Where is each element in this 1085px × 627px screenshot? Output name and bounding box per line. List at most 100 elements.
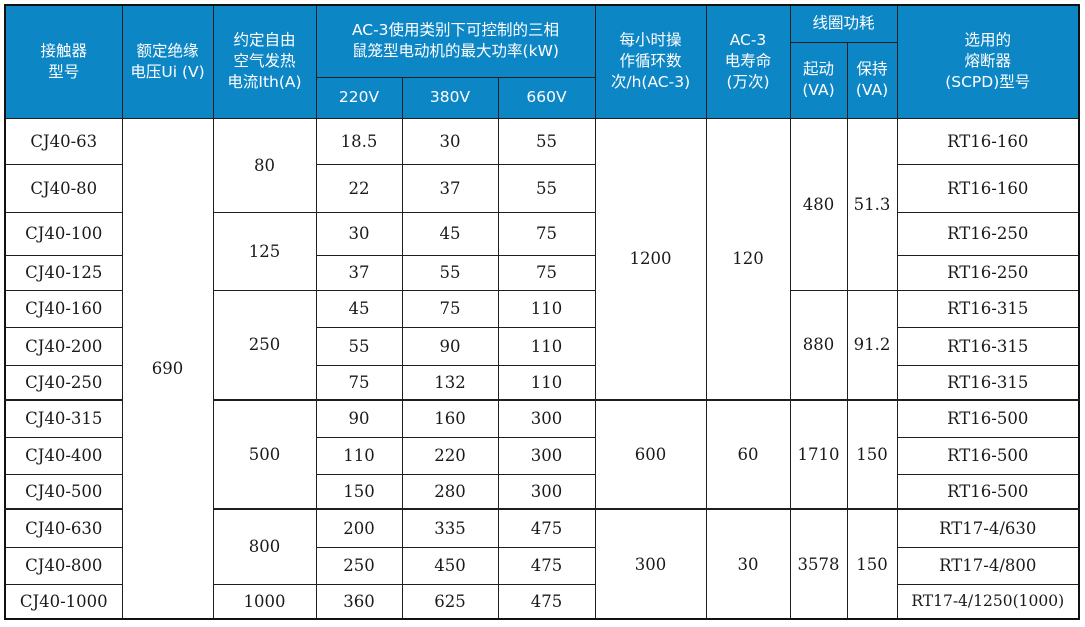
cell-model: CJ40-630 [4, 508, 123, 548]
cell-model: CJ40-500 [4, 473, 123, 510]
cell-power-380: 160 [401, 399, 499, 438]
cell-coil-start: 1710 [789, 399, 848, 510]
cell-coil-start: 3578 [789, 508, 848, 620]
cell-power-380: 220 [401, 436, 499, 475]
cell-power-380: 132 [401, 364, 499, 401]
table-row: CJ40-63 690 80 18.5 30 55 1200 120 480 5… [4, 117, 1080, 620]
cell-fuse: RT16-500 [896, 436, 1080, 475]
cell-fuse: RT16-250 [896, 211, 1080, 256]
cell-power-380: 37 [401, 163, 499, 213]
cell-coil-start: 480 [789, 117, 848, 291]
cell-power-220: 18.5 [315, 117, 403, 165]
header-220v: 220V [315, 76, 403, 119]
cell-power-220: 250 [315, 546, 403, 585]
cell-power-220: 150 [315, 473, 403, 510]
cell-power-220: 22 [315, 163, 403, 213]
cell-model: CJ40-160 [4, 289, 123, 328]
contactor-spec-table: 接触器 型号 额定绝缘 电压Ui (V) 约定自由 空气发热 电流Ith(A) … [4, 4, 1080, 620]
cell-power-380: 625 [401, 583, 499, 620]
cell-power-380: 280 [401, 473, 499, 510]
cell-fuse: RT16-315 [896, 326, 1080, 366]
cell-power-220: 200 [315, 508, 403, 548]
table-row: CJ40-80 22 37 55 RT16-160 [4, 163, 1080, 213]
cell-power-220: 55 [315, 326, 403, 366]
header-operating-cycles: 每小时操 作循环数 次/h(AC-3) [594, 4, 707, 119]
cell-ith: 800 [212, 508, 317, 585]
cell-power-660: 300 [497, 399, 596, 438]
cell-power-660: 110 [497, 364, 596, 401]
cell-power-220: 360 [315, 583, 403, 620]
cell-power-660: 475 [497, 583, 596, 620]
header-contactor-model: 接触器 型号 [4, 4, 123, 119]
cell-model: CJ40-100 [4, 211, 123, 256]
cell-cycles: 300 [594, 508, 707, 620]
cell-model: CJ40-200 [4, 326, 123, 366]
cell-model: CJ40-400 [4, 436, 123, 475]
table-header: 接触器 型号 额定绝缘 电压Ui (V) 约定自由 空气发热 电流Ith(A) … [4, 4, 1080, 119]
cell-ith: 125 [212, 211, 317, 291]
cell-model: CJ40-80 [4, 163, 123, 213]
table-row: CJ40-400 110 220 300 RT16-500 [4, 436, 1080, 475]
table-row: CJ40-160 250 45 75 110 880 91.2 RT16-315 [4, 289, 1080, 401]
header-max-power-group: AC-3使用类别下可控制的三相 鼠笼型电动机的最大功率(kW) [315, 4, 596, 78]
cell-power-660: 110 [497, 326, 596, 366]
cell-coil-hold: 91.2 [846, 289, 898, 401]
cell-power-380: 90 [401, 326, 499, 366]
cell-power-380: 75 [401, 289, 499, 328]
cell-fuse: RT16-500 [896, 473, 1080, 510]
cell-coil-hold: 51.3 [846, 117, 898, 291]
cell-ith: 80 [212, 117, 317, 213]
table-row: CJ40-630 800 200 335 475 300 30 3578 150… [4, 508, 1080, 620]
cell-model: CJ40-125 [4, 254, 123, 291]
cell-power-380: 45 [401, 211, 499, 256]
cell-power-660: 300 [497, 436, 596, 475]
cell-cycles: 1200 [594, 117, 707, 401]
header-electrical-life: AC-3 电寿命 (万次) [705, 4, 791, 119]
cell-fuse: RT16-250 [896, 254, 1080, 291]
table-row: CJ40-100 125 30 45 75 RT16-250 [4, 211, 1080, 291]
cell-fuse: RT17-4/1250(1000) [896, 583, 1080, 620]
cell-life: 120 [705, 117, 791, 401]
cell-power-220: 110 [315, 436, 403, 475]
table-row: CJ40-125 37 55 75 RT16-250 [4, 254, 1080, 291]
cell-model: CJ40-315 [4, 399, 123, 438]
cell-fuse: RT16-315 [896, 289, 1080, 328]
cell-power-380: 55 [401, 254, 499, 291]
cell-coil-start: 880 [789, 289, 848, 401]
cell-power-220: 45 [315, 289, 403, 328]
cell-fuse: RT16-160 [896, 117, 1080, 165]
cell-coil-hold: 150 [846, 508, 898, 620]
cell-power-220: 90 [315, 399, 403, 438]
cell-model: CJ40-1000 [4, 583, 123, 620]
cell-model: CJ40-63 [4, 117, 123, 165]
cell-power-380: 335 [401, 508, 499, 548]
cell-power-220: 30 [315, 211, 403, 256]
cell-power-660: 55 [497, 163, 596, 213]
cell-ith: 500 [212, 399, 317, 510]
spec-table-container: 接触器 型号 额定绝缘 电压Ui (V) 约定自由 空气发热 电流Ith(A) … [4, 4, 1080, 620]
cell-power-660: 300 [497, 473, 596, 510]
cell-fuse: RT17-4/800 [896, 546, 1080, 585]
table-row: CJ40-200 55 90 110 RT16-315 [4, 326, 1080, 366]
cell-voltage: 690 [121, 117, 214, 620]
table-row: CJ40-1000 1000 360 625 475 RT17-4/1250(1… [4, 583, 1080, 620]
header-380v: 380V [401, 76, 499, 119]
cell-cycles: 600 [594, 399, 707, 510]
cell-power-660: 475 [497, 508, 596, 548]
cell-model: CJ40-250 [4, 364, 123, 401]
header-coil-power-group: 线圈功耗 [789, 4, 898, 43]
table-row: CJ40-315 500 90 160 300 600 60 1710 150 … [4, 399, 1080, 510]
cell-ith: 1000 [212, 583, 317, 620]
cell-coil-hold: 150 [846, 399, 898, 510]
header-fuse-type: 选用的 熔断器 (SCPD)型号 [896, 4, 1080, 119]
header-coil-hold: 保持 (VA) [846, 41, 898, 119]
table-row: CJ40-250 75 132 110 RT16-315 [4, 364, 1080, 401]
header-660v: 660V [497, 76, 596, 119]
cell-power-660: 75 [497, 254, 596, 291]
cell-life: 30 [705, 508, 791, 620]
header-coil-start: 起动 (VA) [789, 41, 848, 119]
table-row: CJ40-800 250 450 475 RT17-4/800 [4, 546, 1080, 585]
cell-power-220: 75 [315, 364, 403, 401]
cell-model: CJ40-800 [4, 546, 123, 585]
cell-power-660: 110 [497, 289, 596, 328]
